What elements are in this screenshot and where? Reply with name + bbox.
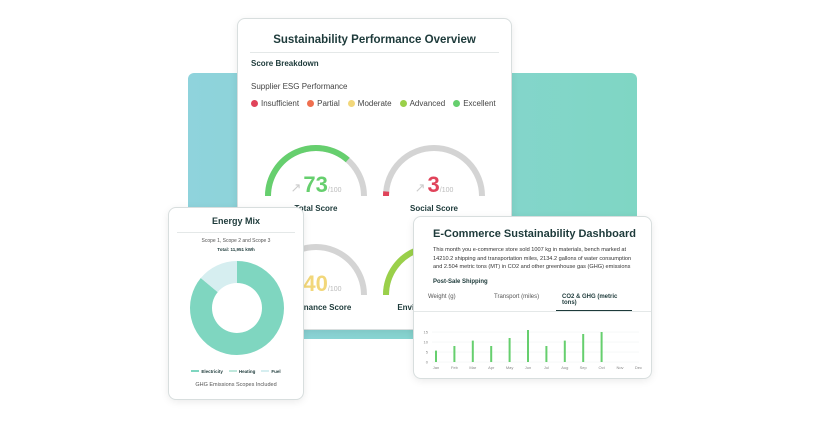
score-max: /100 [439, 187, 454, 194]
overview-title: Sustainability Performance Overview [273, 34, 476, 46]
y-tick-label: 0 [426, 359, 429, 364]
legend-label: Electricity [201, 369, 223, 374]
gauge-2: ↗3/100 Social Score [379, 142, 489, 213]
gauge-arc [265, 145, 367, 197]
score-max: /100 [327, 286, 342, 293]
gauge-label: Governance Score [280, 303, 352, 312]
section-title: Post-Sale Shipping [433, 278, 488, 285]
legend-swatch [261, 370, 270, 372]
trend-arrow-icon: ↗ [290, 180, 302, 195]
x-tick-label: Jul [544, 365, 549, 370]
legend-item: Fuel [261, 369, 281, 374]
legend-dot [347, 100, 355, 107]
bar-aug [563, 340, 566, 362]
tab-transport[interactable]: Transport (miles) [494, 293, 540, 300]
x-tick-label: Aug [561, 365, 568, 370]
x-tick-label: Jan [433, 365, 439, 370]
co2-bar-chart: 15 10 5 0 Jan Feb Mar Apr May Jun Jul Aug Sep Oct Nov D… [424, 329, 642, 370]
legend-dot [251, 100, 258, 107]
legend-dot [399, 100, 407, 107]
legend-label: Insufficient [261, 99, 300, 108]
donut-slice-electricity [190, 261, 284, 355]
bar-oct [600, 331, 603, 362]
legend-item: Partial [307, 99, 340, 108]
esg-subtitle: Supplier ESG Performance [251, 82, 348, 91]
esg-legend: Insufficient Partial Moderate Advanced Excel… [251, 99, 511, 108]
x-tick-label: Nov [616, 365, 623, 370]
x-tick-label: Jun [525, 365, 531, 370]
gauge-label: Total Score [294, 204, 338, 213]
energy-legend: Electricity Heating Fuel [169, 369, 303, 374]
energy-title: Energy Mix [211, 216, 260, 226]
bar-jul [545, 345, 548, 362]
x-tick-label: Sep [580, 365, 588, 370]
legend-dot [307, 100, 315, 107]
legend-label: Moderate [357, 99, 392, 108]
bar-may [508, 337, 511, 362]
score-value: 3 [427, 172, 440, 197]
donut-slice-fuel [200, 261, 237, 293]
bar-mar [471, 340, 474, 362]
x-tick-label: Oct [598, 365, 605, 370]
energy-total: Total: 11,951 kWh [217, 247, 255, 252]
legend-item: Electricity [191, 369, 223, 374]
ecommerce-dashboard-card: E-Commerce Sustainability Dashboard This… [413, 216, 652, 379]
x-tick-label: May [506, 365, 514, 370]
gauge-value: ↗3/100 [379, 172, 489, 198]
legend-swatch [191, 370, 200, 372]
legend-item: Advanced [399, 99, 446, 108]
legend-swatch [228, 370, 237, 372]
ecommerce-title: E-Commerce Sustainability Dashboard [433, 228, 636, 240]
energy-footer: GHG Emissions Scopes Included [195, 382, 277, 388]
legend-item: Excellent [453, 99, 496, 108]
score-value: 73 [303, 172, 328, 197]
x-tick-label: Dec [635, 365, 642, 370]
tab-co2-ghg[interactable]: CO2 & GHG (metric tons) [556, 294, 632, 311]
legend-item: Moderate [347, 99, 392, 108]
bar-jan [435, 350, 437, 362]
tab-weight[interactable]: Weight (g) [428, 293, 456, 300]
ecommerce-description: This month you e-commerce store sold 100… [433, 247, 632, 270]
gauge-1: ↗73/100 Total Score [261, 142, 371, 213]
legend-label: Advanced [409, 99, 446, 108]
bar-apr [490, 345, 493, 362]
bar-feb [453, 345, 456, 362]
x-tick-label: Apr [488, 365, 495, 370]
energy-mix-card: Energy Mix Scope 1, Scope 2 and Scope 3 … [168, 207, 304, 400]
divider [177, 232, 295, 233]
x-tick-label: Feb [451, 365, 459, 370]
trend-arrow-icon: ↗ [414, 180, 426, 195]
gauge-value: ↗73/100 [261, 172, 371, 198]
legend-label: Heating [238, 369, 256, 374]
performance-overview-card: Sustainability Performance Overview Scor… [237, 18, 512, 330]
y-tick-label: 10 [424, 339, 429, 344]
y-tick-label: 5 [426, 349, 429, 354]
divider [250, 52, 499, 53]
gauge-arc [383, 145, 485, 197]
gauge-label: Social Score [409, 204, 459, 213]
legend-item: Insufficient [251, 99, 299, 108]
score-max: /100 [327, 187, 342, 194]
energy-donut-chart [190, 261, 284, 355]
bar-sep [582, 333, 585, 362]
energy-subtitle: Scope 1, Scope 2 and Scope 3 [201, 238, 271, 244]
legend-label: Partial [317, 99, 340, 108]
section-title: Score Breakdown [251, 59, 319, 68]
y-tick-label: 15 [424, 329, 429, 334]
metric-tabs: Weight (g) Transport (miles) CO2 & GHG (… [414, 294, 651, 312]
legend-dot [453, 100, 461, 107]
score-value: 40 [303, 271, 328, 296]
legend-item: Heating [228, 369, 256, 374]
x-tick-label: Mar [469, 365, 477, 370]
legend-label: Fuel [271, 369, 281, 374]
gauge-fill [265, 145, 350, 197]
legend-label: Excellent [463, 99, 496, 108]
bar-jun [527, 329, 529, 362]
